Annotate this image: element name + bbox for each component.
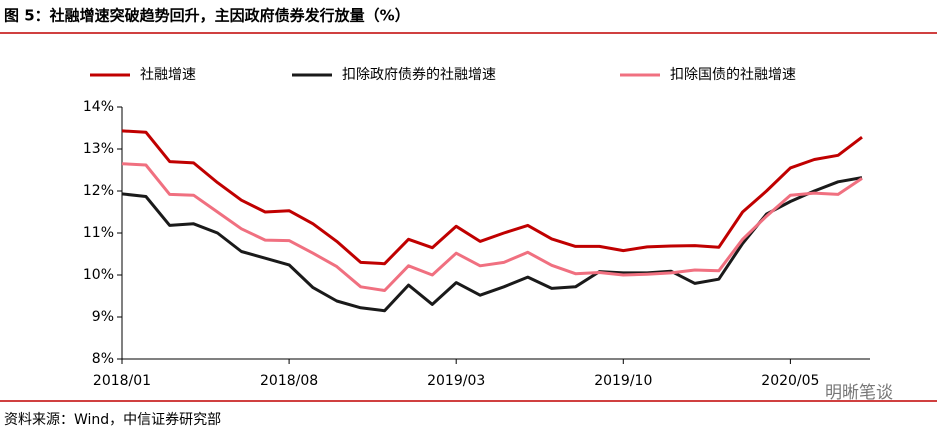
series-line — [121, 176, 863, 313]
legend-label: 扣除政府债券的社融增速 — [342, 67, 496, 83]
y-tick-label: 8% — [92, 351, 114, 367]
y-tick-label: 13% — [83, 141, 114, 157]
legend-label: 社融增速 — [140, 67, 196, 83]
watermark: 明晰笔谈 — [825, 383, 893, 403]
x-tick-label: 2019/10 — [594, 373, 652, 389]
source-note: 资料来源：Wind，中信证券研究部 — [4, 412, 221, 428]
x-tick-label: 2020/05 — [761, 373, 819, 389]
y-tick-label: 12% — [83, 183, 114, 199]
x-tick-label: 2019/03 — [427, 373, 485, 389]
x-tick-label: 2018/08 — [260, 373, 318, 389]
y-tick-label: 11% — [83, 225, 114, 241]
y-tick-label: 9% — [92, 309, 114, 325]
x-tick-label: 2018/01 — [93, 373, 151, 389]
legend-label: 扣除国债的社融增速 — [670, 67, 796, 83]
series-line — [121, 162, 863, 292]
chart-title: 图 5：社融增速突破趋势回升，主因政府债券发行放量（%） — [4, 7, 410, 25]
series-line — [121, 129, 863, 266]
y-tick-label: 10% — [83, 267, 114, 283]
y-tick-label: 14% — [83, 99, 114, 115]
